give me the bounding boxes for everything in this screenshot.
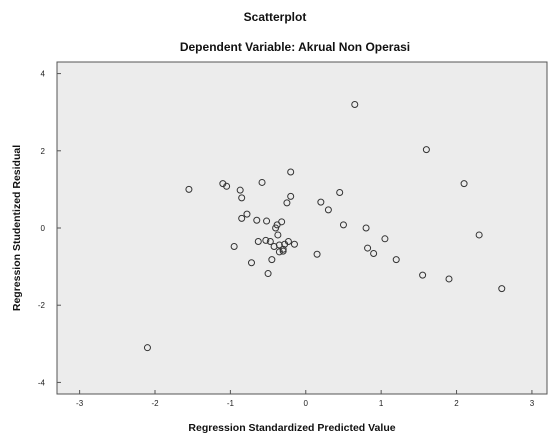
data-point [422, 146, 430, 154]
data-point [351, 100, 359, 108]
data-point [274, 231, 282, 239]
data-point [254, 238, 262, 246]
data-point [475, 231, 483, 239]
data-point [370, 249, 378, 257]
data-point [278, 218, 286, 226]
data-point [445, 275, 453, 283]
data-point [317, 198, 325, 206]
y-axis-label: Regression Studentized Residual [11, 145, 23, 311]
data-point [339, 221, 347, 229]
data-point [287, 192, 295, 200]
x-tick-label: -2 [151, 399, 159, 408]
x-tick-label: 0 [304, 399, 309, 408]
data-point [364, 244, 372, 252]
data-point [243, 210, 251, 218]
data-point [236, 186, 244, 194]
data-point [268, 256, 276, 264]
data-point [275, 241, 283, 249]
data-point [266, 238, 274, 246]
y-tick-label: -4 [38, 378, 46, 387]
data-point [381, 235, 389, 243]
data-point [238, 214, 246, 222]
data-point [287, 168, 295, 176]
y-tick-label: -2 [38, 301, 46, 310]
data-point [498, 285, 506, 293]
data-point [143, 344, 151, 352]
data-point [284, 238, 292, 246]
data-point [336, 188, 344, 196]
axis-ticks: -3 -2 -1 0 1 2 3 -4 -2 0 2 4 [38, 70, 535, 408]
y-tick-label: 2 [41, 147, 46, 156]
data-point [460, 180, 468, 188]
x-tick-label: -3 [76, 399, 84, 408]
data-point [324, 206, 332, 214]
plot-area [56, 61, 548, 395]
data-point [223, 182, 231, 190]
x-tick-label: 3 [530, 399, 535, 408]
data-point [279, 247, 287, 255]
data-points [143, 100, 506, 352]
data-point [262, 236, 270, 244]
data-point [362, 224, 370, 232]
data-point [279, 245, 287, 253]
data-point [247, 259, 255, 267]
x-axis-label: Regression Standardized Predicted Value [188, 422, 395, 434]
data-point [264, 270, 272, 278]
data-point [392, 256, 400, 264]
data-point [283, 199, 291, 207]
data-point [185, 185, 193, 193]
chart-subtitle: Dependent Variable: Akrual Non Operasi [180, 40, 410, 54]
data-point [238, 194, 246, 202]
data-point [258, 178, 266, 186]
chart-title: Scatterplot [244, 10, 307, 24]
data-point [419, 271, 427, 279]
y-tick-label: 0 [41, 224, 46, 233]
data-point [230, 243, 238, 251]
data-point [313, 250, 321, 258]
data-point [290, 240, 298, 248]
x-tick-label: -1 [227, 399, 235, 408]
data-point [253, 216, 261, 224]
data-point [263, 217, 271, 225]
x-tick-label: 1 [379, 399, 384, 408]
x-tick-label: 2 [454, 399, 459, 408]
y-tick-label: 4 [41, 70, 46, 79]
